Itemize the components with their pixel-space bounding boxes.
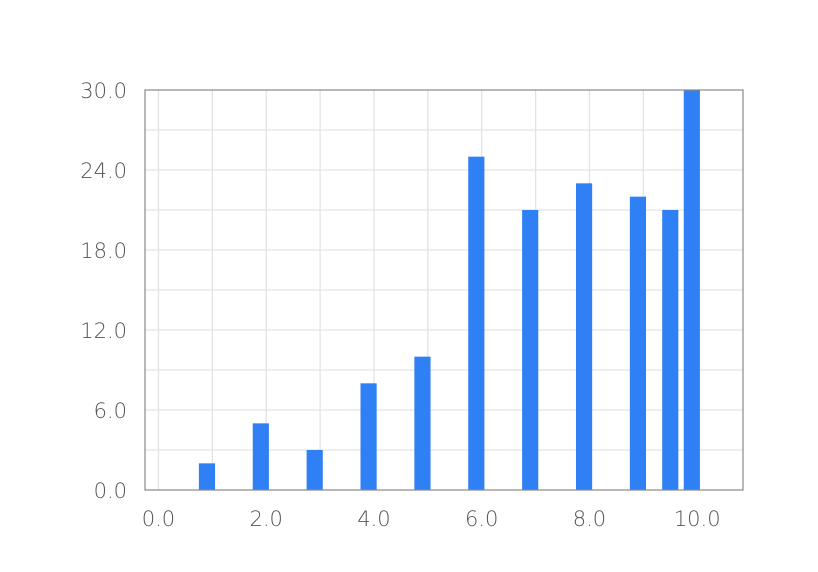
y-tick-label: 12.0 [80,319,127,343]
y-tick-label: 6.0 [94,399,127,423]
x-tick-label: 0.0 [142,507,175,531]
x-tick-label: 10.0 [674,507,721,531]
bar [575,183,593,490]
x-tick-label: 4.0 [357,507,390,531]
bar [414,356,431,490]
y-axis-tick-labels: 0.0 6.0 12.0 18.0 24.0 30.0 [80,79,127,503]
bar [629,196,647,491]
bar [360,383,377,490]
bar [522,210,539,490]
x-axis-tick-labels: 0.0 2.0 4.0 6.0 8.0 10.0 [142,507,721,531]
bar [468,156,485,491]
y-tick-label: 0.0 [94,479,127,503]
y-tick-label: 24.0 [80,159,127,183]
bar [198,463,216,490]
bar [252,423,269,490]
bar [306,450,323,490]
x-tick-label: 8.0 [573,507,606,531]
grid-lines [145,90,743,490]
bars [198,90,700,491]
bar [662,210,679,490]
bar [683,90,700,490]
x-tick-label: 2.0 [250,507,283,531]
y-tick-label: 30.0 [80,79,127,103]
y-tick-label: 18.0 [80,239,127,263]
plot-frame [144,89,744,491]
x-tick-label: 6.0 [465,507,498,531]
